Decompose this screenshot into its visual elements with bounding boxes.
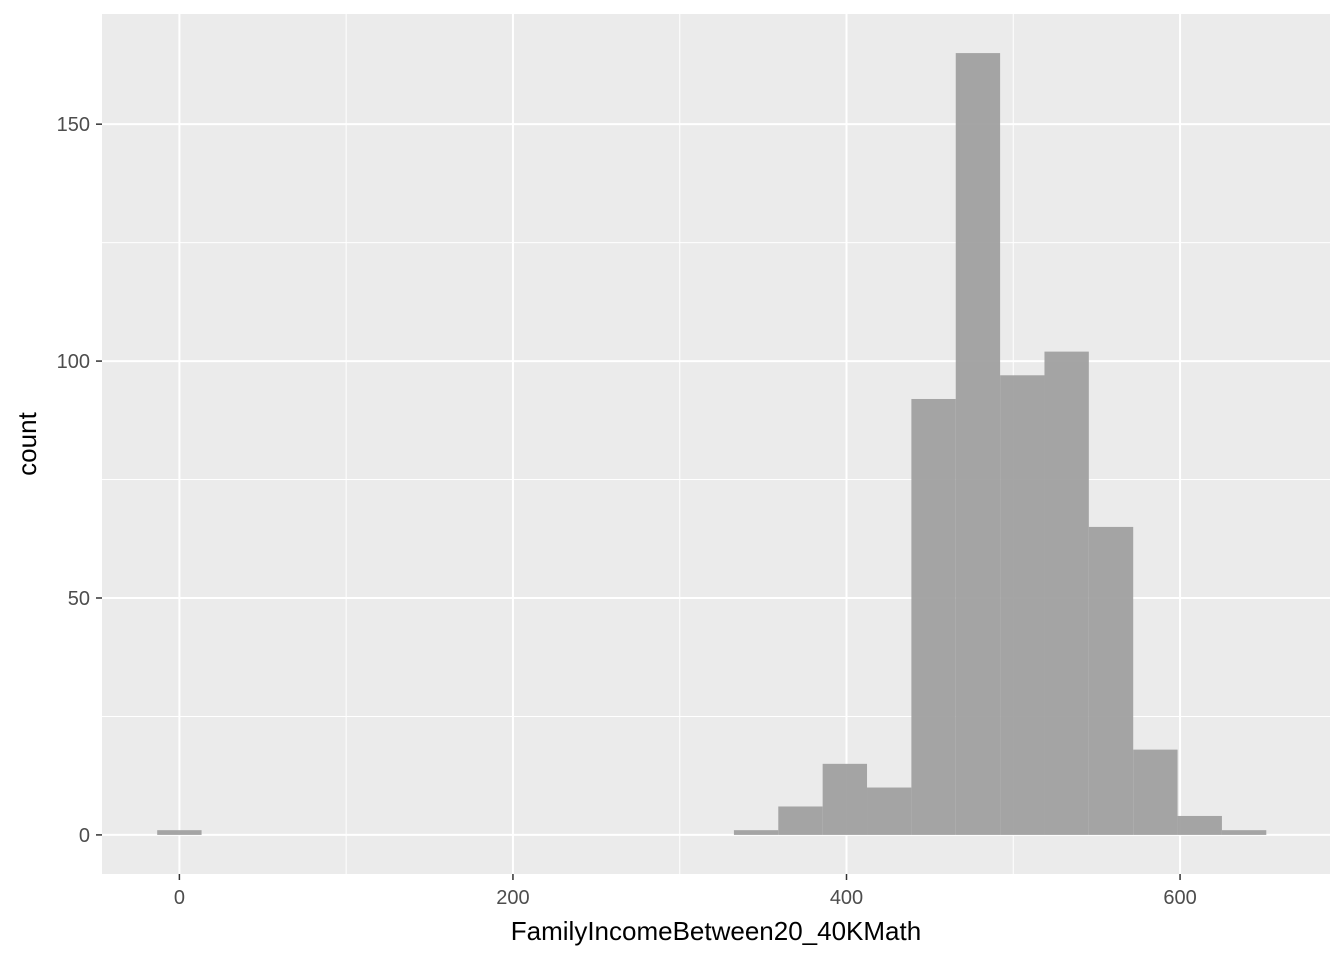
plot-panel: [102, 14, 1330, 874]
y-tick-label: 100: [57, 351, 90, 373]
x-axis-title: FamilyIncomeBetween20_40KMath: [511, 916, 921, 946]
major-gridlines: [102, 14, 1330, 874]
histogram-bars: [157, 53, 1267, 835]
y-tick-label: 0: [79, 825, 90, 847]
y-axis: 0 50 100 150: [57, 114, 102, 847]
histogram-bar: [955, 53, 1001, 835]
x-axis: 0 200 400 600: [174, 874, 1197, 909]
histogram-bar: [1133, 749, 1178, 835]
y-axis-title: count: [12, 411, 42, 475]
x-tick-label: 400: [830, 887, 863, 909]
histogram-bar: [1177, 815, 1222, 835]
histogram-bar: [1221, 830, 1267, 835]
histogram-bar: [778, 806, 823, 835]
histogram-bar: [1000, 375, 1045, 835]
histogram-bar: [157, 830, 202, 835]
histogram-bar: [1088, 526, 1134, 835]
histogram-bar: [733, 830, 779, 835]
x-tick-label: 600: [1163, 887, 1196, 909]
histogram-bar: [911, 398, 956, 835]
histogram-bar: [822, 763, 868, 835]
x-tick-label: 200: [496, 887, 529, 909]
histogram-bar: [867, 787, 912, 835]
histogram-bar: [1044, 351, 1089, 835]
x-tick-label: 0: [174, 887, 185, 909]
y-tick-label: 150: [57, 114, 90, 136]
y-tick-label: 50: [68, 588, 90, 610]
